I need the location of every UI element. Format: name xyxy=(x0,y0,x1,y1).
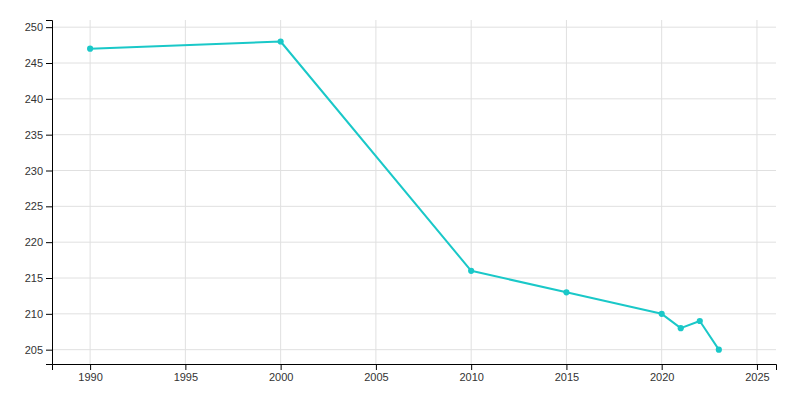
tick-mark xyxy=(281,364,282,370)
tick-mark xyxy=(376,364,377,370)
tick: 2025 xyxy=(745,364,769,383)
marker xyxy=(659,311,665,317)
tick-label: 235 xyxy=(25,129,43,141)
tick: 2015 xyxy=(555,364,579,383)
tick-label: 245 xyxy=(25,57,43,69)
x-axis: 1990 1995 2000 2005 2010 2015 2020 2025 xyxy=(53,364,777,383)
tick: 235 xyxy=(25,129,52,141)
tick-label: 210 xyxy=(25,308,43,320)
tick-mark xyxy=(46,206,52,207)
grid-line-y xyxy=(52,349,776,350)
chart: 1990 1995 2000 2005 2010 2015 2020 2025 205 210 21… xyxy=(0,0,800,400)
grid-line-y xyxy=(52,27,776,28)
tick-label: 2015 xyxy=(555,371,579,383)
tick-label: 1995 xyxy=(174,371,198,383)
tick-label: 215 xyxy=(25,272,43,284)
tick-mark xyxy=(46,99,52,100)
tick: 215 xyxy=(25,272,52,284)
series xyxy=(87,38,722,352)
grid xyxy=(52,20,776,364)
line xyxy=(90,42,719,350)
axis-line xyxy=(53,365,777,371)
tick-mark xyxy=(46,63,52,64)
tick: 240 xyxy=(25,93,52,105)
tick: 205 xyxy=(25,344,52,356)
grid-line-y xyxy=(52,63,776,64)
tick-label: 2025 xyxy=(745,371,769,383)
tick: 1990 xyxy=(78,364,102,383)
grid-line-x xyxy=(566,20,567,364)
marker xyxy=(563,289,569,295)
tick-label: 2020 xyxy=(650,371,674,383)
y-axis: 205 210 215 220 225 230 235 240 245 250 xyxy=(25,21,53,365)
grid-line-y xyxy=(52,313,776,314)
tick-mark xyxy=(185,364,186,370)
tick: 1995 xyxy=(174,364,198,383)
tick-label: 250 xyxy=(25,21,43,33)
tick-mark xyxy=(90,364,91,370)
tick-label: 205 xyxy=(25,344,43,356)
grid-line-y xyxy=(52,170,776,171)
tick: 250 xyxy=(25,21,52,33)
tick: 2005 xyxy=(364,364,388,383)
tick-mark xyxy=(566,364,567,370)
axis-line xyxy=(46,21,53,365)
grid-line-x xyxy=(90,20,91,364)
tick-mark xyxy=(46,242,52,243)
tick: 210 xyxy=(25,308,52,320)
tick-label: 220 xyxy=(25,236,43,248)
grid-line-x xyxy=(185,20,186,364)
tick: 220 xyxy=(25,236,52,248)
marker xyxy=(716,347,722,353)
grid-line-x xyxy=(375,20,376,364)
tick-mark xyxy=(46,314,52,315)
tick-label: 240 xyxy=(25,93,43,105)
grid-line-y xyxy=(52,206,776,207)
plot-area: 1990 1995 2000 2005 2010 2015 2020 2025 205 210 21… xyxy=(25,20,777,383)
grid-line-y xyxy=(52,134,776,135)
tick-mark xyxy=(471,364,472,370)
tick-mark xyxy=(46,135,52,136)
marker xyxy=(468,268,474,274)
tick-mark xyxy=(662,364,663,370)
marker xyxy=(697,318,703,324)
tick: 230 xyxy=(25,165,52,177)
marker xyxy=(678,325,684,331)
tick-mark xyxy=(46,278,52,279)
tick-mark xyxy=(46,27,52,28)
tick-mark xyxy=(757,364,758,370)
grid-line-x xyxy=(471,20,472,364)
marker xyxy=(87,46,93,52)
tick-label: 2005 xyxy=(364,371,388,383)
tick-label: 2000 xyxy=(269,371,293,383)
tick-label: 2010 xyxy=(459,371,483,383)
tick: 225 xyxy=(25,200,52,212)
tick-mark xyxy=(46,350,52,351)
tick-label: 1990 xyxy=(78,371,102,383)
tick: 2000 xyxy=(269,364,293,383)
grid-line-y xyxy=(52,278,776,279)
grid-line-y xyxy=(52,242,776,243)
tick-label: 230 xyxy=(25,165,43,177)
tick-label: 225 xyxy=(25,200,43,212)
tick: 2010 xyxy=(459,364,483,383)
grid-line-y xyxy=(52,98,776,99)
tick-mark xyxy=(46,171,52,172)
tick: 2020 xyxy=(650,364,674,383)
grid-line-x xyxy=(280,20,281,364)
grid-line-x xyxy=(756,20,757,364)
marker xyxy=(278,38,284,44)
tick: 245 xyxy=(25,57,52,69)
